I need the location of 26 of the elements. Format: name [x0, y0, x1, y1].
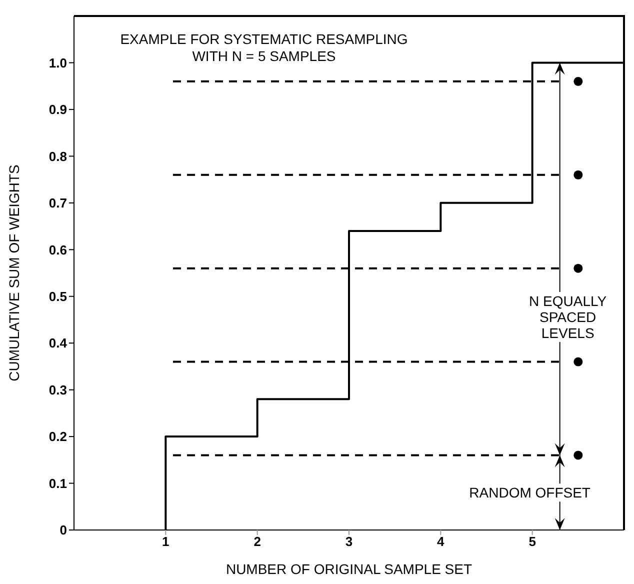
x-tick-label: 1 — [162, 534, 170, 550]
y-tick-label: 0.9 — [48, 102, 67, 118]
point — [574, 450, 583, 460]
y-tick-label: 0.4 — [48, 336, 68, 351]
annotation: N EQUALLY SPACED LEVELS — [529, 292, 608, 341]
x-tick-label: 3 — [345, 534, 353, 550]
x-axis-title: NUMBER OF ORIGINAL SAMPLE SET — [226, 561, 472, 577]
y-axis-title: CUMULATIVE SUM OF WEIGHTS — [6, 164, 22, 382]
point — [574, 357, 583, 366]
y-tick-label: 0.3 — [48, 382, 67, 398]
y-tick-label: 0.2 — [48, 429, 67, 444]
y-tick-label: 0.8 — [48, 148, 67, 164]
y-tick-label: 1.0 — [48, 55, 67, 70]
x-tick-label: 4 — [437, 534, 446, 550]
y-tick-label: 0.7 — [48, 196, 67, 211]
point — [574, 170, 583, 180]
y-tick-label: 0.6 — [48, 242, 67, 258]
x-tick-label: 2 — [254, 534, 261, 550]
annotation: RANDOM OFFSET — [469, 484, 591, 501]
y-tick-label: 0 — [60, 522, 67, 538]
x-tick-label: 5 — [528, 534, 536, 550]
point — [574, 264, 583, 273]
text: EXAMPLE FOR SYSTEMATIC RESAMPLING WITH N = 5 SAMPLES — [120, 31, 408, 64]
y-tick-label: 0.1 — [48, 476, 67, 491]
point — [574, 76, 583, 86]
y-tick-label: 0.5 — [48, 288, 67, 304]
